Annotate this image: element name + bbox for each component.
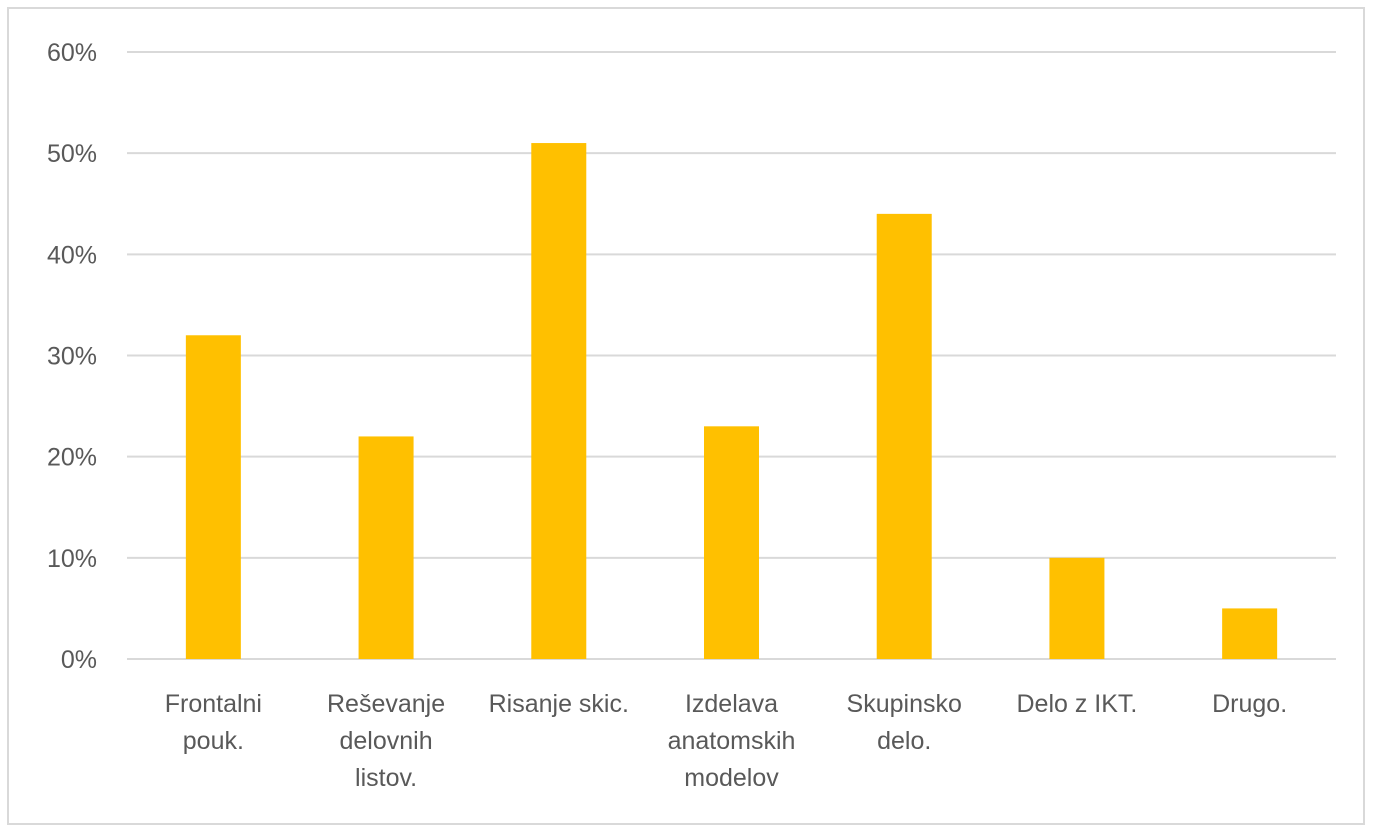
y-tick-label: 40% <box>47 241 97 269</box>
bar <box>704 426 759 659</box>
y-tick-label: 0% <box>61 646 97 674</box>
x-tick-label: delovnih <box>340 727 433 755</box>
x-tick-label: listov. <box>355 764 417 792</box>
x-tick-label: delo. <box>877 727 931 755</box>
x-tick-label: pouk. <box>183 727 244 755</box>
bar <box>1222 608 1278 659</box>
bar <box>876 213 932 659</box>
bar <box>1049 557 1105 659</box>
x-tick-label: Delo z IKT. <box>1016 690 1137 718</box>
x-tick-label: Risanje skic. <box>489 690 629 718</box>
y-tick-label: 30% <box>47 343 97 371</box>
x-tick-label: Izdelava <box>685 690 778 718</box>
y-tick-label: 10% <box>47 545 97 573</box>
y-tick-label: 20% <box>47 444 97 472</box>
y-tick-label: 50% <box>47 140 97 168</box>
bar <box>185 335 241 659</box>
x-tick-label: Drugo. <box>1212 690 1287 718</box>
bar <box>531 143 587 660</box>
x-tick-label: modelov <box>684 764 779 792</box>
x-tick-label: Frontalni <box>165 690 262 718</box>
x-tick-label: Skupinsko <box>847 690 962 718</box>
bar <box>358 436 414 659</box>
x-tick-label: Reševanje <box>327 690 445 718</box>
x-tick-label: anatomskih <box>668 727 796 755</box>
y-tick-label: 60% <box>47 39 97 67</box>
